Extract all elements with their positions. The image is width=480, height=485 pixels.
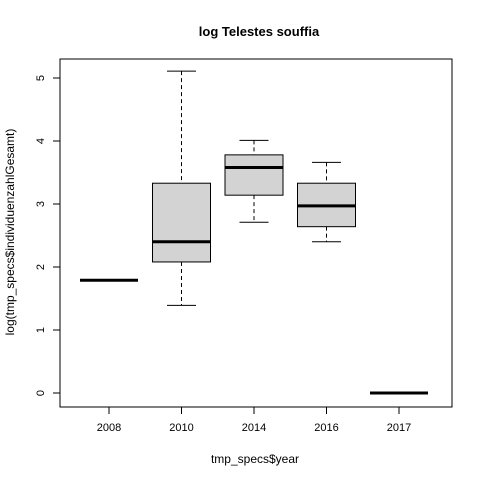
boxes-group: [80, 70, 428, 395]
y-tick-label: 5: [35, 75, 47, 81]
y-tick-label: 0: [35, 390, 47, 396]
box-2016: [297, 161, 356, 243]
chart-title: log Telestes souffia: [199, 24, 320, 39]
plot-frame: [59, 58, 453, 408]
y-tick-label: 3: [35, 201, 47, 207]
x-axis: 2008 2010 2014 2016 2017: [97, 406, 411, 434]
box-2010: [152, 70, 211, 306]
y-axis-label: log(tmp_specs$individuenzahlGesamt): [3, 129, 17, 336]
y-axis: 0 1 2 3 4 5: [35, 75, 61, 396]
x-tick-label: 2016: [314, 422, 338, 434]
x-tick-label: 2010: [169, 422, 193, 434]
y-tick-label: 2: [35, 264, 47, 270]
y-tick-label: 1: [35, 327, 47, 333]
y-tick-label: 4: [35, 138, 47, 144]
x-tick-label: 2008: [97, 422, 121, 434]
box-body: [224, 154, 284, 196]
x-tick-label: 2017: [387, 422, 411, 434]
x-tick-label: 2014: [242, 422, 266, 434]
box-2014: [224, 139, 284, 223]
x-axis-label: tmp_specs$year: [211, 452, 299, 466]
box-body: [152, 182, 211, 263]
